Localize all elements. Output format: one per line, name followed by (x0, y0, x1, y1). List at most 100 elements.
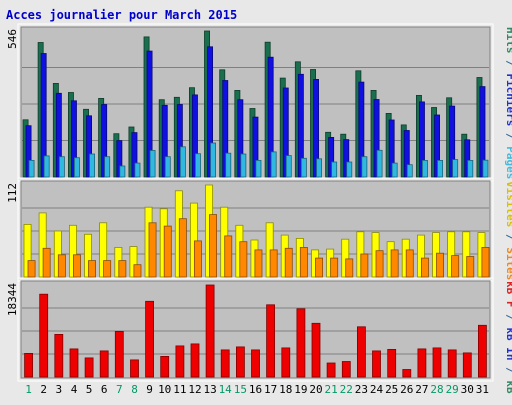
bar-pages-day-28 (437, 159, 443, 178)
bar-pages-day-4 (74, 157, 80, 178)
bar-sites-day-5 (88, 260, 96, 278)
x-tick-label-5: 5 (86, 383, 93, 396)
bar-pages-day-27 (421, 159, 428, 178)
bar-pages-day-11 (179, 146, 186, 178)
bar-sites-day-14 (224, 235, 233, 278)
bar-fichiers-day-12 (191, 94, 198, 178)
bar-visites-day-1 (23, 223, 32, 278)
bar-pages-day-15 (240, 153, 247, 178)
bar-pages-day-16 (255, 159, 262, 178)
bar-kb-f-day-22 (341, 361, 351, 378)
bar-visites-day-12 (189, 202, 198, 278)
bar-kb-f-day-5 (84, 357, 94, 378)
bar-visites-day-30 (462, 231, 471, 278)
bar-kb-f-day-19 (296, 308, 306, 378)
bar-kb-f-day-20 (311, 322, 321, 378)
legend-hits: Hits (504, 27, 512, 54)
bar-sites-day-28 (436, 252, 444, 278)
x-tick-label-19: 19 (294, 383, 307, 396)
bar-kb-f-day-27 (417, 348, 427, 378)
x-tick-label-24: 24 (370, 383, 384, 396)
bar-fichiers-day-3 (55, 92, 62, 178)
bar-fichiers-day-18 (282, 87, 289, 178)
bar-fichiers-day-7 (116, 140, 123, 178)
bar-kb-f-day-25 (387, 348, 397, 378)
bar-pages-day-3 (58, 156, 65, 178)
bar-pages-day-19 (300, 157, 307, 178)
legend-sites: Sites (504, 247, 512, 280)
bar-visites-day-3 (53, 230, 62, 278)
bar-pages-day-24 (376, 149, 383, 178)
bar-fichiers-day-20 (313, 79, 319, 178)
x-tick-label-2: 2 (40, 383, 47, 396)
bar-sites-day-31 (481, 246, 490, 278)
bar-pages-day-10 (164, 156, 171, 178)
bar-fichiers-day-22 (343, 139, 350, 178)
bar-kb-f-day-14 (220, 349, 230, 378)
x-tick-label-29: 29 (446, 383, 459, 396)
bar-sites-day-13 (209, 214, 217, 278)
bar-visites-day-2 (38, 212, 47, 278)
bar-fichiers-day-24 (373, 99, 380, 178)
bar-kb-f-day-15 (235, 346, 245, 378)
x-tick-label-22: 22 (340, 383, 353, 396)
bar-visites-day-27 (416, 234, 425, 278)
bar-sites-day-16 (254, 249, 263, 278)
bar-fichiers-day-30 (464, 139, 471, 178)
bar-fichiers-day-4 (71, 100, 77, 178)
bar-pages-day-9 (149, 150, 156, 178)
x-tick-label-6: 6 (101, 383, 108, 396)
bar-fichiers-day-2 (40, 53, 47, 178)
bar-sites-day-10 (163, 225, 172, 278)
bar-kb-f-day-24 (372, 350, 381, 378)
bar-kb-f-day-18 (281, 347, 291, 378)
y-max-label: 546 (6, 29, 19, 49)
bar-kb-f-day-11 (175, 345, 185, 378)
x-tick-label-27: 27 (415, 383, 428, 396)
bar-kb-f-day-9 (145, 300, 155, 378)
x-tick-label-1: 1 (25, 383, 32, 396)
bar-visites-day-8 (129, 246, 138, 278)
bar-fichiers-day-29 (449, 105, 456, 178)
x-tick-label-28: 28 (430, 383, 443, 396)
bar-kb-f-day-4 (69, 348, 79, 378)
x-tick-label-11: 11 (173, 383, 186, 396)
x-tick-label-12: 12 (188, 383, 201, 396)
bar-fichiers-day-8 (131, 132, 138, 178)
legend-pages: Pages (504, 146, 512, 179)
x-tick-label-18: 18 (279, 383, 292, 396)
bar-fichiers-day-27 (418, 101, 425, 178)
bar-kb-f-day-8 (130, 359, 139, 378)
panel-hits: 546 Hits / Fichiers / Pages (6, 23, 512, 182)
bar-kb-f-day-23 (356, 326, 366, 378)
bar-kb-f-day-6 (99, 350, 109, 378)
bar-kb-f-day-26 (402, 369, 412, 378)
bar-sites-day-24 (375, 250, 384, 278)
x-tick-label-8: 8 (131, 383, 138, 396)
x-tick-label-15: 15 (234, 383, 247, 396)
bar-pages-day-8 (134, 162, 141, 178)
bar-sites-day-11 (178, 218, 187, 278)
bar-kb-f-day-10 (160, 355, 170, 378)
x-tick-label-30: 30 (461, 383, 474, 396)
bar-sites-day-9 (148, 222, 157, 278)
x-tick-label-14: 14 (219, 383, 233, 396)
bar-fichiers-day-21 (328, 136, 335, 178)
bar-sites-day-2 (42, 247, 51, 278)
bar-pages-day-14 (225, 152, 232, 178)
bar-pages-day-26 (406, 164, 413, 178)
legend-/: / (504, 308, 512, 328)
bar-sites-day-17 (269, 249, 278, 278)
bar-sites-day-26 (405, 249, 414, 278)
bar-sites-day-25 (390, 249, 399, 278)
bar-fichiers-day-6 (101, 104, 108, 178)
x-tick-label-26: 26 (400, 383, 413, 396)
bar-sites-day-4 (73, 254, 81, 278)
bar-kb-f-day-7 (114, 330, 124, 378)
x-tick-label-31: 31 (476, 383, 489, 396)
bar-kb-f-day-3 (54, 333, 64, 378)
bar-sites-day-7 (118, 260, 127, 278)
bar-kb-f-day-12 (190, 343, 200, 378)
